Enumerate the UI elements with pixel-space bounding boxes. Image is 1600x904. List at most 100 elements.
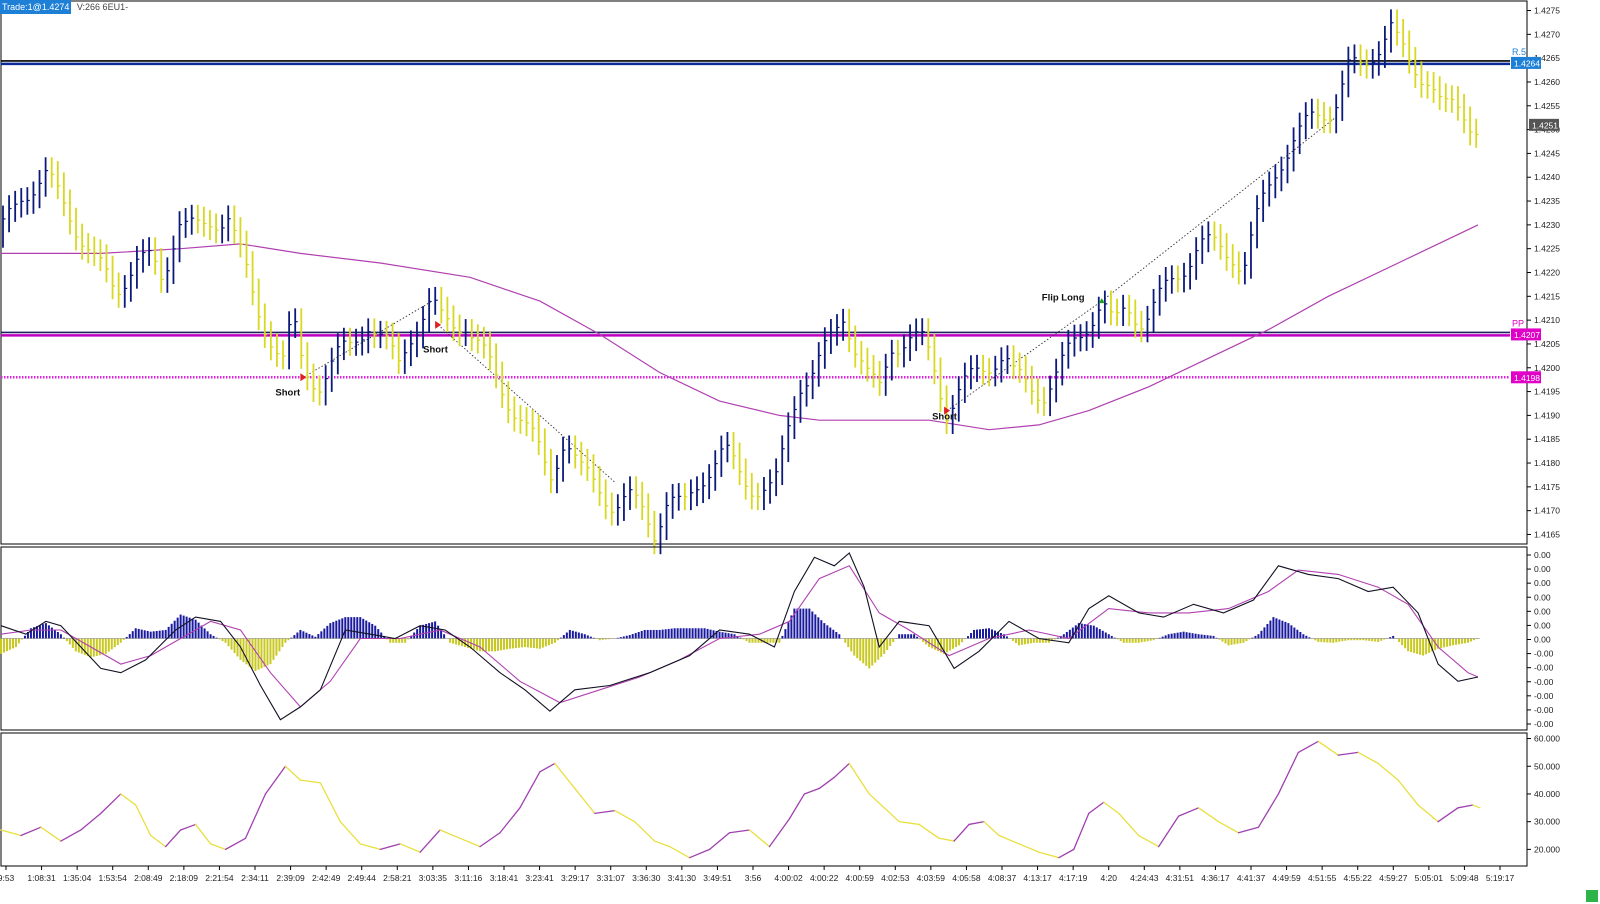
stochastic-segment bbox=[1018, 843, 1040, 853]
level-price-tag-label: 1.4198 bbox=[1514, 373, 1540, 383]
entry-short-marker bbox=[435, 320, 442, 329]
time-tick-label: 2:42:49 bbox=[312, 873, 341, 883]
price-tick-label: 1.4210 bbox=[1534, 315, 1560, 325]
time-tick-label: 3:23:41 bbox=[525, 873, 554, 883]
time-tick-label: 2:58:21 bbox=[383, 873, 412, 883]
stochastic-segment bbox=[918, 823, 940, 839]
stochastic-segment bbox=[264, 765, 287, 795]
time-tick-label: 4:41:37 bbox=[1237, 873, 1266, 883]
price-tick-label: 1.4235 bbox=[1534, 196, 1560, 206]
status-indicator bbox=[1586, 890, 1598, 902]
price-tick-label: 1.4225 bbox=[1534, 244, 1560, 254]
stochastic-segment bbox=[179, 823, 197, 831]
time-tick-label: 3:11:16 bbox=[455, 873, 483, 883]
stochastic-segment bbox=[833, 762, 850, 778]
stochastic-segment bbox=[614, 809, 636, 823]
time-tick-label: 3:31:07 bbox=[597, 873, 626, 883]
time-tick-label: 2:08:49 bbox=[134, 873, 163, 883]
r5-level-name: R.5 bbox=[1512, 47, 1526, 57]
moving-average-line bbox=[1, 224, 1479, 431]
oscillator-pane[interactable]: 0.00 0.00 0.00 0.00 0.00 0.00 0.00 -0.00 -0.00 -0… bbox=[0, 546, 1554, 731]
price-tick-label: 1.4195 bbox=[1534, 387, 1560, 397]
stochastic-segment bbox=[1417, 804, 1439, 823]
time-tick-label: 4:00:02 bbox=[774, 873, 803, 883]
price-tick-label: 1.4230 bbox=[1534, 220, 1560, 230]
stochastic-segment bbox=[319, 782, 341, 823]
time-tick-label: 4:36:17 bbox=[1201, 873, 1230, 883]
stochastic-segment bbox=[654, 840, 671, 848]
stochastic-segment bbox=[209, 843, 227, 851]
price-pane[interactable]: 1.4165 1.4170 1.4175 1.4180 1.4185 1.4190 1.41… bbox=[0, 0, 1560, 555]
price-axis: 1.4165 1.4170 1.4175 1.4180 1.4185 1.4190 1.41… bbox=[1527, 6, 1560, 539]
stochastic-segment bbox=[165, 829, 182, 848]
stoch-tick-label: 60.000 bbox=[1534, 734, 1560, 744]
level-price-tag bbox=[1511, 56, 1541, 69]
time-tick-label: 4:55:22 bbox=[1344, 873, 1373, 883]
osc-tick-label: -0.00 bbox=[1534, 649, 1554, 659]
stochastic-segment bbox=[120, 793, 137, 806]
stochastic-segment bbox=[244, 793, 267, 839]
stoch-tick-label: 50.000 bbox=[1534, 761, 1560, 771]
price-tick-label: 1.4240 bbox=[1534, 172, 1560, 182]
price-tick-label: 1.4220 bbox=[1534, 268, 1560, 278]
osc-tick-label: -0.00 bbox=[1534, 719, 1554, 729]
stochastic-segment bbox=[688, 848, 711, 859]
stochastic-segment bbox=[728, 829, 751, 834]
osc-tick-label: -0.00 bbox=[1534, 663, 1554, 673]
stochastic-segment bbox=[224, 837, 247, 851]
stochastic-segment bbox=[968, 821, 985, 826]
stochastic-segment bbox=[554, 762, 576, 790]
stochastic-segment bbox=[1158, 815, 1180, 848]
trade-annotation: Short bbox=[423, 345, 449, 356]
time-tick-label: 1:53:54 bbox=[99, 873, 128, 883]
stochastic-segment bbox=[848, 762, 870, 795]
time-tick-label: 4:02:53 bbox=[881, 873, 910, 883]
oscillator-signal-line bbox=[0, 565, 1479, 708]
time-tick-label: 3:29:17 bbox=[561, 873, 590, 883]
stochastic-segment bbox=[1073, 812, 1090, 851]
stochastic-segment bbox=[768, 818, 791, 848]
osc-tick-label: 0.00 bbox=[1534, 550, 1551, 560]
stochastic-segment bbox=[150, 834, 167, 848]
time-tick-label: 5:09:48 bbox=[1450, 873, 1479, 883]
stochastic-segment bbox=[194, 823, 212, 845]
stochastic-segment bbox=[100, 793, 122, 815]
price-tick-label: 1.4200 bbox=[1534, 363, 1560, 373]
stochastic-segment bbox=[499, 807, 521, 834]
level-price-tag bbox=[1511, 328, 1541, 341]
trade-annotation: Short bbox=[932, 411, 958, 422]
time-tick-label: 3:56 bbox=[745, 873, 762, 883]
stochastic-segment bbox=[634, 821, 656, 842]
stochastic-segment bbox=[1437, 807, 1459, 823]
stochastic-segment bbox=[1317, 740, 1339, 756]
osc-tick-label: 0.00 bbox=[1534, 592, 1551, 602]
price-tick-label: 1.4260 bbox=[1534, 77, 1560, 87]
stochastic-segment bbox=[1277, 751, 1300, 795]
price-bars bbox=[2, 9, 1479, 555]
osc-tick-label: -0.00 bbox=[1534, 691, 1554, 701]
level-price-tag-label: 1.4264 bbox=[1514, 58, 1540, 68]
price-tick-label: 1.4170 bbox=[1534, 506, 1560, 516]
stochastic-segment bbox=[1357, 751, 1379, 765]
stochastic-segment bbox=[1197, 807, 1220, 823]
osc-tick-label: 0.00 bbox=[1534, 620, 1551, 630]
price-tick-label: 1.4180 bbox=[1534, 458, 1560, 468]
stochastic-pane[interactable]: 60.000 50.000 40.000 30.000 20.000 bbox=[0, 732, 1560, 867]
time-tick-label: 4:00:59 bbox=[846, 873, 875, 883]
stochastic-segment bbox=[135, 804, 152, 837]
stochastic-segment bbox=[868, 793, 885, 809]
stochastic-segment bbox=[668, 845, 691, 859]
price-tick-label: 1.4185 bbox=[1534, 434, 1560, 444]
trade-connector-line bbox=[946, 300, 1103, 411]
stochastic-segment bbox=[708, 832, 731, 851]
time-tick-label: 4:13:17 bbox=[1023, 873, 1052, 883]
stochastic-segment bbox=[339, 821, 361, 845]
stochastic-segment bbox=[299, 779, 322, 784]
time-tick-label: 2:39:09 bbox=[276, 873, 305, 883]
time-tick-label: 3:41:30 bbox=[668, 873, 697, 883]
stochastic-segment bbox=[439, 829, 461, 839]
osc-tick-label: 0.00 bbox=[1534, 635, 1551, 645]
stochastic-segment bbox=[1337, 751, 1359, 756]
stochastic-segment bbox=[399, 843, 421, 853]
